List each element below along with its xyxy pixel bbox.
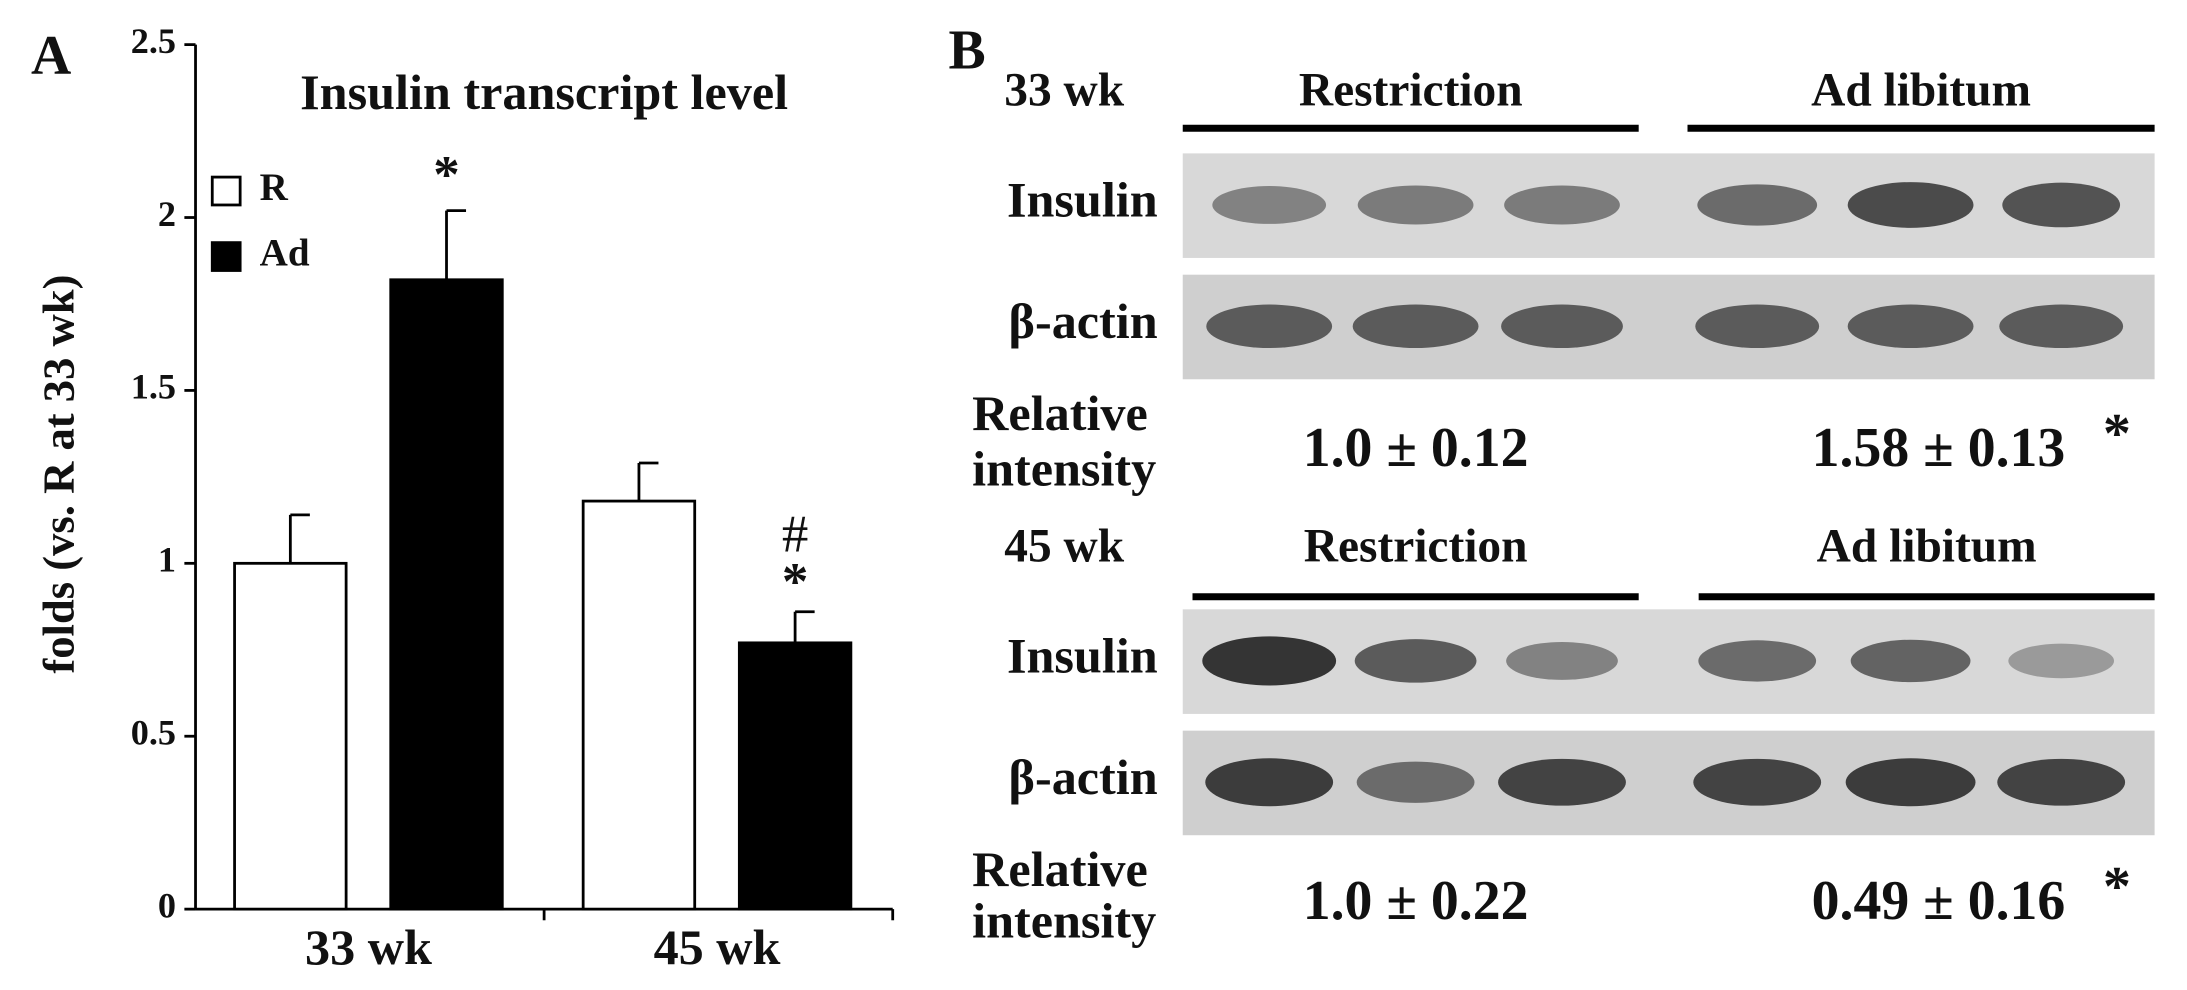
relative-label: intensity <box>972 441 1156 497</box>
y-axis-label: folds (vs. R at 33 wk) <box>33 275 83 674</box>
chart-title: Insulin transcript level <box>300 64 788 120</box>
group-label: Ad libitum <box>1811 65 2031 117</box>
y-tick-label: 2 <box>158 194 176 234</box>
group-label: Restriction <box>1304 521 1528 573</box>
blot-band <box>1847 304 1974 349</box>
error-bar <box>637 461 659 502</box>
relative-label: intensity <box>972 892 1156 948</box>
error-bar <box>288 513 310 564</box>
relative-value: 1.0 ± 0.22 <box>1303 870 1529 932</box>
error-bar <box>445 209 467 280</box>
blot-band <box>1356 761 1475 803</box>
significance-mark: * <box>2103 403 2131 465</box>
blot-band <box>1212 186 1327 224</box>
blot-band <box>1693 758 1822 806</box>
blot-band <box>1352 304 1479 349</box>
significance-mark: * <box>433 146 459 204</box>
relative-value: 1.0 ± 0.12 <box>1303 417 1529 479</box>
bar <box>233 561 348 911</box>
row-label: Insulin <box>1007 627 1158 683</box>
row-label: β-actin <box>1009 749 1158 805</box>
group-label: Restriction <box>1299 65 1523 117</box>
blot-band <box>1847 182 1974 228</box>
legend-swatch <box>210 241 242 272</box>
panel-label: B <box>948 20 985 82</box>
legend-label: R <box>260 166 289 209</box>
significance-mark: * <box>2103 856 2131 918</box>
significance-mark: # <box>782 505 808 563</box>
blot-band <box>1999 304 2124 349</box>
blot-band <box>1845 758 1976 807</box>
blot-band <box>1698 640 1817 682</box>
blot-band <box>1997 758 2126 806</box>
blot-band <box>2002 182 2121 228</box>
week-label: 45 wk <box>1004 521 1124 573</box>
row-label: Insulin <box>1007 171 1158 227</box>
week-label: 33 wk <box>1004 65 1124 117</box>
panel-label: A <box>31 25 71 87</box>
blot-band <box>2008 643 2115 679</box>
bar <box>581 499 697 911</box>
y-tick-label: 1.5 <box>131 367 176 407</box>
blot-band <box>1501 304 1623 349</box>
blot-band <box>1357 185 1474 225</box>
bar <box>737 641 853 911</box>
blot-band <box>1206 304 1333 349</box>
blot-background <box>1182 609 2155 714</box>
blot-band <box>1202 636 1337 686</box>
significance-mark: * <box>782 553 808 611</box>
bar <box>389 278 504 911</box>
relative-value: 1.58 ± 0.13 <box>1812 417 2066 479</box>
blot-background <box>1182 730 2155 836</box>
x-tick-label: 45 wk <box>654 919 781 975</box>
relative-value: 0.49 ± 0.16 <box>1812 870 2066 932</box>
blot-band <box>1850 639 1971 683</box>
y-tick-label: 0.5 <box>131 713 176 753</box>
blot-band <box>1506 641 1618 680</box>
error-bar <box>793 610 815 643</box>
legend-swatch <box>210 175 242 207</box>
row-label: β-actin <box>1009 293 1158 349</box>
blot-band <box>1697 184 1818 226</box>
y-tick-label: 0 <box>158 885 176 925</box>
y-tick-label: 2.5 <box>131 21 176 61</box>
legend-label: Ad <box>260 232 310 275</box>
blot-background <box>1182 153 2155 258</box>
blot-background <box>1182 274 2155 380</box>
group-label: Ad libitum <box>1817 521 2037 573</box>
relative-label: Relative <box>972 841 1148 897</box>
x-tick-label: 33 wk <box>305 919 432 975</box>
blot-band <box>1695 304 1820 349</box>
relative-label: Relative <box>972 385 1148 441</box>
blot-band <box>1205 758 1334 807</box>
blot-band <box>1504 185 1620 225</box>
blot-band <box>1498 758 1626 806</box>
blot-band <box>1354 639 1477 683</box>
y-tick-label: 1 <box>158 540 176 580</box>
